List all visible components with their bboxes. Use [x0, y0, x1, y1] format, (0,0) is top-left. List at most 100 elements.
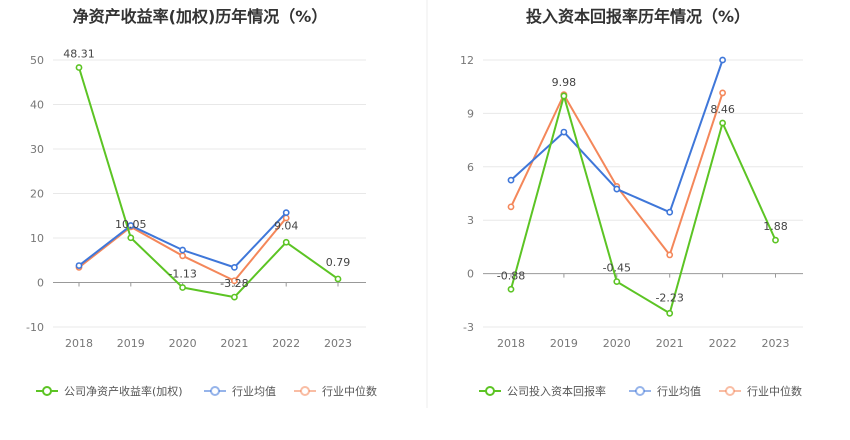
- data-point[interactable]: [230, 277, 238, 285]
- data-point[interactable]: [613, 185, 621, 193]
- legend-label: 行业中位数: [322, 384, 377, 398]
- y-tick-label: -3: [463, 321, 474, 334]
- data-point[interactable]: [230, 263, 238, 271]
- data-point[interactable]: [282, 209, 290, 217]
- x-tick-label: 2019: [550, 337, 578, 350]
- chart-2: 投入资本回报率历年情况（%） -3 0 3 6 9 12 2018 2019 2020 2021…: [460, 7, 803, 398]
- chart-1-title: 净资产收益率(加权)历年情况（%）: [73, 7, 328, 26]
- data-point[interactable]: [179, 284, 186, 291]
- data-point[interactable]: [719, 119, 726, 127]
- data-label: 0.79: [326, 256, 351, 269]
- data-point[interactable]: [127, 222, 135, 229]
- data-point[interactable]: [179, 246, 186, 254]
- x-tick-label: 2021: [656, 337, 684, 350]
- legend-label: 公司投入资本回报率: [507, 384, 606, 398]
- legend-label: 行业均值: [232, 385, 276, 398]
- data-point[interactable]: [507, 176, 515, 184]
- chart-2-x-axis: 2018 2019 2020 2021 2022 2023: [497, 273, 790, 350]
- y-tick-label: 50: [30, 54, 44, 67]
- data-point[interactable]: [75, 64, 83, 71]
- chart-2-series: [507, 56, 779, 317]
- x-tick-label: 2020: [169, 337, 197, 350]
- data-point[interactable]: [230, 293, 238, 301]
- y-tick-label: 40: [30, 99, 44, 112]
- data-label: 9.04: [274, 219, 299, 232]
- y-tick-label: 30: [30, 143, 44, 156]
- x-tick-label: 2022: [709, 337, 737, 350]
- chart-1-series: [75, 64, 342, 301]
- y-tick-label: 10: [30, 232, 44, 245]
- x-tick-label: 2023: [324, 337, 352, 350]
- legend-marker: [635, 386, 645, 396]
- data-point[interactable]: [666, 208, 674, 216]
- data-point[interactable]: [666, 251, 674, 259]
- data-label: -1.13: [168, 268, 196, 281]
- y-tick-label: 3: [467, 214, 474, 227]
- y-tick-label: -10: [26, 321, 44, 334]
- x-tick-label: 2018: [497, 337, 525, 350]
- chart-1-data-labels: 48.31 10.05 -1.13 -3.28 9.04 0.79: [63, 48, 350, 291]
- data-label: 48.31: [63, 48, 95, 61]
- data-point[interactable]: [334, 275, 342, 283]
- y-tick-label: 9: [467, 107, 474, 120]
- data-label: -3.28: [220, 277, 248, 290]
- chart-2-title: 投入资本回报率历年情况（%）: [526, 7, 750, 26]
- x-tick-label: 2023: [762, 337, 790, 350]
- legend-label: 行业均值: [657, 385, 701, 398]
- data-point[interactable]: [719, 56, 726, 64]
- chart-1-legend[interactable]: 公司净资产收益率(加权) 行业均值 行业中位数: [36, 384, 377, 398]
- legend-item[interactable]: 公司净资产收益率(加权): [36, 384, 183, 398]
- chart-2-y-axis: -3 0 3 6 9 12: [460, 54, 474, 334]
- data-label: 10.05: [115, 218, 147, 231]
- legend-item[interactable]: 行业均值: [204, 385, 276, 398]
- data-label: -0.45: [603, 262, 631, 275]
- x-tick-label: 2018: [65, 337, 93, 350]
- series-line: [78, 67, 339, 299]
- data-label: 1.88: [763, 220, 788, 233]
- legend-item[interactable]: 行业均值: [629, 385, 701, 398]
- y-tick-label: 0: [467, 268, 474, 281]
- legend-item[interactable]: 行业中位数: [294, 384, 377, 398]
- data-point[interactable]: [127, 234, 135, 242]
- chart-2-data-labels: -0.88 9.98 -0.45 -2.23 8.46 1.88: [497, 76, 788, 304]
- legend-item[interactable]: 行业中位数: [719, 384, 802, 398]
- data-point[interactable]: [666, 309, 674, 317]
- legend-marker: [485, 386, 495, 396]
- x-tick-label: 2022: [272, 337, 300, 350]
- legend-marker: [210, 386, 220, 396]
- data-point[interactable]: [282, 238, 290, 246]
- x-tick-label: 2021: [220, 337, 248, 350]
- legend-label: 行业中位数: [747, 384, 802, 398]
- data-point[interactable]: [179, 252, 186, 260]
- y-tick-label: 20: [30, 188, 44, 201]
- y-tick-label: 6: [467, 161, 474, 174]
- data-point[interactable]: [507, 285, 515, 293]
- legend-item[interactable]: 公司投入资本回报率: [479, 384, 606, 398]
- data-label: 8.46: [710, 103, 735, 116]
- data-label: -2.23: [655, 291, 683, 304]
- chart-1-x-axis: 2018 2019 2020 2021 2022 2023: [65, 282, 352, 350]
- series-line: [510, 94, 777, 315]
- chart-2-legend[interactable]: 公司投入资本回报率 行业均值 行业中位数: [479, 384, 802, 398]
- legend-marker: [725, 386, 735, 396]
- y-tick-label: 12: [460, 54, 474, 67]
- data-point[interactable]: [75, 262, 83, 269]
- data-point[interactable]: [613, 278, 621, 286]
- y-tick-label: 0: [37, 277, 44, 290]
- legend-marker: [42, 386, 52, 396]
- data-point[interactable]: [560, 128, 568, 136]
- data-point[interactable]: [719, 89, 726, 97]
- chart-1-y-axis: -10 0 10 20 30 40 50: [26, 54, 44, 334]
- x-tick-label: 2019: [117, 337, 145, 350]
- data-label: -0.88: [497, 269, 525, 282]
- data-point[interactable]: [772, 236, 779, 244]
- legend-marker: [300, 386, 310, 396]
- chart-1-grid: [53, 59, 366, 328]
- data-point[interactable]: [507, 203, 515, 211]
- x-tick-label: 2020: [603, 337, 631, 350]
- data-point[interactable]: [560, 92, 568, 100]
- data-label: 9.98: [552, 76, 577, 89]
